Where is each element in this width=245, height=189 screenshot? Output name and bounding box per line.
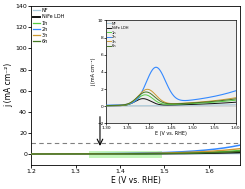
Y-axis label: j (mA cm⁻²): j (mA cm⁻²): [4, 63, 13, 108]
X-axis label: E (V vs. RHE): E (V vs. RHE): [110, 176, 160, 185]
Bar: [89, 151, 162, 158]
Legend: NF, NiFe LDH, 1h, 2h, 3h, 6h: NF, NiFe LDH, 1h, 2h, 3h, 6h: [33, 8, 65, 45]
